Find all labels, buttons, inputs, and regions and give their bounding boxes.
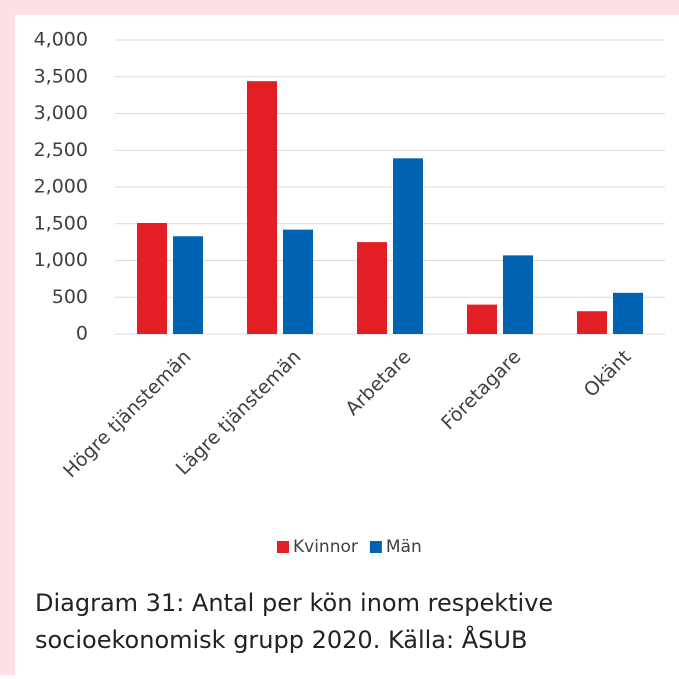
y-tick-label: 4,000 [34, 29, 88, 51]
bar [613, 292, 643, 334]
y-tick-label: 1,000 [34, 249, 88, 271]
y-tick-label: 500 [52, 286, 88, 308]
bar [503, 255, 533, 334]
bar [283, 229, 313, 334]
bar [137, 223, 167, 334]
caption-box: Diagram 31: Antal per kön inom respektiv… [35, 589, 554, 654]
caption-background [15, 571, 679, 675]
plot-background [15, 15, 679, 571]
y-tick-label: 0 [76, 323, 88, 345]
legend-swatch [369, 541, 382, 553]
caption: Diagram 31: Antal per kön inom respektiv… [35, 589, 554, 654]
y-tick-label: 2,000 [34, 176, 88, 198]
bar [357, 242, 387, 334]
bar [173, 236, 203, 334]
bar [393, 158, 423, 334]
bar [247, 81, 277, 334]
y-tick-label: 2,500 [34, 139, 88, 161]
y-tick-label: 3,500 [34, 65, 88, 87]
legend-swatch [277, 541, 289, 553]
y-tick-label: 3,000 [34, 102, 88, 124]
bar [577, 311, 607, 334]
legend-label: Män [386, 537, 422, 557]
legend-label: Kvinnor [293, 537, 358, 557]
bar [467, 304, 497, 334]
y-tick-label: 1,500 [34, 212, 88, 234]
